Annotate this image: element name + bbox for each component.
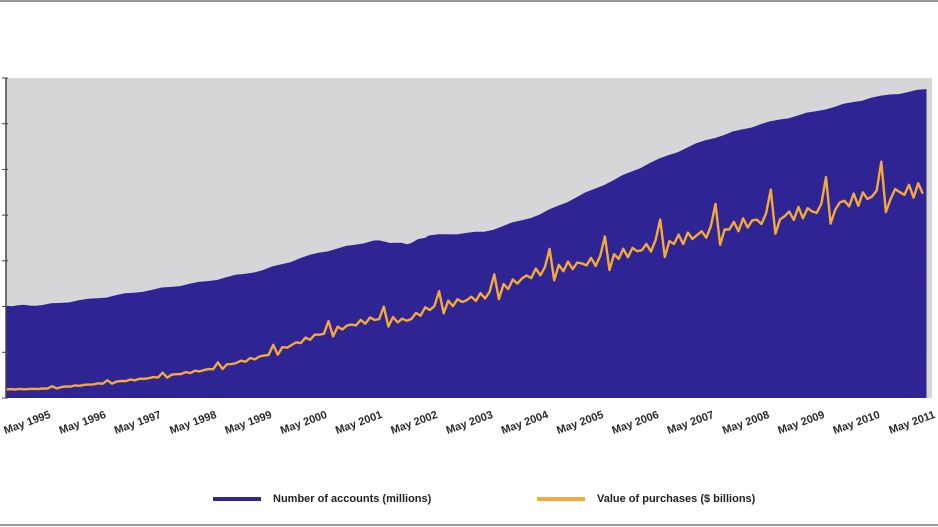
x-tick-label: May 1997 (113, 409, 163, 437)
x-tick-label: May 2011 (887, 409, 937, 437)
legend-swatch-purchases (537, 497, 585, 501)
x-tick-label: May 2010 (832, 409, 882, 437)
x-tick-label: May 2009 (776, 409, 826, 437)
x-tick-label: May 2004 (500, 409, 551, 437)
x-tick-label: May 2008 (721, 409, 771, 437)
x-tick-label: May 2000 (279, 409, 329, 437)
series-area-accounts (6, 89, 927, 398)
legend-label-accounts: Number of accounts (millions) (273, 493, 432, 505)
x-tick-label: May 2001 (334, 409, 384, 437)
plot-area (2, 77, 932, 399)
x-tick-label: May 2006 (610, 409, 660, 437)
legend-label-purchases: Value of purchases ($ billions) (597, 493, 756, 505)
x-tick-label: May 1995 (2, 409, 52, 437)
series-line-purchases (5, 160, 924, 391)
legend-item-purchases: Value of purchases ($ billions) (537, 489, 755, 509)
legend-item-accounts: Number of accounts (millions) (213, 489, 431, 509)
x-tick-label: May 2003 (445, 409, 495, 437)
y-axis-ticks (2, 77, 8, 399)
x-axis-tick-labels: May 1995 May 1996 May 1997 May 1998 May 1999… (2, 409, 937, 437)
legend-swatch-accounts (213, 497, 261, 501)
x-tick-label: May 1996 (58, 409, 108, 437)
x-tick-label: May 1998 (168, 409, 218, 437)
x-tick-label: May 2005 (555, 409, 605, 437)
x-tick-label: May 2002 (389, 409, 439, 437)
x-tick-label: May 1999 (223, 409, 273, 437)
x-tick-label: May 2007 (666, 409, 716, 437)
